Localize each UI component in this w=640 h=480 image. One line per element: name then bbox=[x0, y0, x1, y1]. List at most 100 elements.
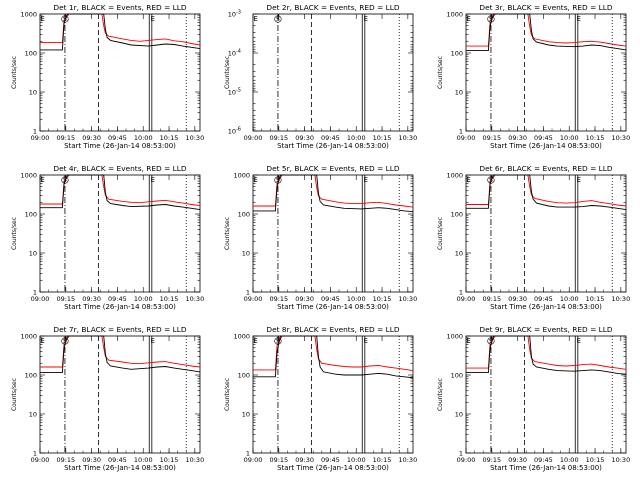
annotation-label: S bbox=[276, 177, 280, 184]
y-tick-label: 10 bbox=[29, 411, 37, 419]
panel-det-8: Det 8r, BLACK = Events, RED = LLD 1 10 100 1… bbox=[224, 325, 417, 472]
y-axis-label: Counts/sec bbox=[11, 56, 18, 89]
y-axis-label: Counts/sec bbox=[437, 217, 444, 250]
x-tick-label: 09:45 bbox=[534, 295, 553, 303]
annotation-label: E bbox=[40, 337, 44, 345]
annotation-label: E bbox=[253, 176, 257, 184]
x-tick-label: 09:00 bbox=[244, 134, 263, 142]
x-tick-label: 10:30 bbox=[398, 134, 417, 142]
annotation-label: E bbox=[253, 337, 257, 345]
events-series-line bbox=[40, 335, 201, 374]
y-tick-label: 100 bbox=[25, 50, 37, 58]
x-tick-label: 09:15 bbox=[269, 456, 288, 464]
x-tick-label: 10:15 bbox=[586, 295, 605, 303]
y-tick-label: 10-6 bbox=[228, 127, 241, 136]
annotation-label: E bbox=[363, 337, 367, 345]
x-tick-label: 09:00 bbox=[244, 295, 263, 303]
panel-det-3: Det 3r, BLACK = Events, RED = LLD 1 10 100 1… bbox=[437, 3, 630, 150]
x-tick-label: 09:15 bbox=[56, 295, 75, 303]
annotation-label: S bbox=[489, 338, 493, 345]
x-tick-label: 09:45 bbox=[534, 456, 553, 464]
x-tick-label: 09:00 bbox=[457, 295, 476, 303]
annotation-label: E bbox=[253, 15, 257, 23]
annotation-circle bbox=[61, 176, 69, 184]
panel-title: Det 2r, BLACK = Events, RED = LLD bbox=[266, 3, 399, 12]
x-tick-label: 10:15 bbox=[586, 456, 605, 464]
annotation-label: S bbox=[63, 177, 67, 184]
panel-det-9: Det 9r, BLACK = Events, RED = LLD 1 10 100 1… bbox=[437, 325, 630, 472]
x-tick-label: 10:00 bbox=[347, 134, 366, 142]
plot-frame bbox=[465, 174, 627, 293]
annotation-circle bbox=[487, 337, 495, 345]
x-tick-label: 09:15 bbox=[482, 295, 501, 303]
annotation-circle bbox=[487, 176, 495, 184]
lld-series-line bbox=[466, 174, 627, 207]
events-series-line bbox=[466, 13, 627, 52]
lld-series-line bbox=[40, 335, 201, 368]
lld-series-line bbox=[466, 13, 627, 47]
lld-series-line bbox=[40, 174, 201, 206]
x-tick-label: 10:00 bbox=[560, 134, 579, 142]
y-tick-label: 100 bbox=[25, 372, 37, 380]
x-tick-label: 09:45 bbox=[108, 456, 127, 464]
y-tick-label: 10 bbox=[29, 89, 37, 97]
x-tick-label: 10:15 bbox=[160, 295, 179, 303]
x-axis-label: Start Time (26-Jan-14 08:53:00) bbox=[277, 464, 389, 472]
y-tick-label: 10 bbox=[455, 250, 463, 258]
x-tick-label: 10:30 bbox=[185, 456, 204, 464]
panel-det-6: Det 6r, BLACK = Events, RED = LLD 1 10 100 1… bbox=[437, 164, 630, 311]
annotation-circle bbox=[487, 15, 495, 23]
x-axis-label: Start Time (26-Jan-14 08:53:00) bbox=[490, 303, 602, 311]
annotation-label: S bbox=[63, 16, 67, 23]
y-axis-label: Counts/sec bbox=[437, 56, 444, 89]
x-tick-label: 09:30 bbox=[82, 456, 101, 464]
y-tick-label: 1 bbox=[459, 289, 463, 297]
annotation-circle bbox=[61, 15, 69, 23]
x-tick-label: 09:00 bbox=[457, 134, 476, 142]
y-tick-label: 10 bbox=[242, 411, 250, 419]
panel-det-2: Det 2r, BLACK = Events, RED = LLD 10-6 10-… bbox=[224, 3, 417, 150]
y-tick-label: 100 bbox=[451, 211, 463, 219]
x-tick-label: 09:30 bbox=[295, 134, 314, 142]
panel-title: Det 3r, BLACK = Events, RED = LLD bbox=[479, 3, 612, 12]
y-tick-label: 10-3 bbox=[228, 10, 241, 19]
y-tick-label: 10 bbox=[455, 411, 463, 419]
y-tick-label: 1000 bbox=[20, 11, 37, 19]
plot-frame bbox=[39, 335, 201, 454]
annotation-label: E bbox=[466, 15, 470, 23]
plot-frame bbox=[465, 13, 627, 132]
y-tick-label: 1 bbox=[33, 289, 37, 297]
x-tick-label: 09:15 bbox=[56, 456, 75, 464]
x-tick-label: 10:00 bbox=[560, 456, 579, 464]
plot-frame bbox=[465, 335, 627, 454]
y-tick-label: 10 bbox=[242, 250, 250, 258]
y-axis-label: Counts/sec bbox=[11, 378, 18, 411]
y-tick-label: 10 bbox=[29, 250, 37, 258]
y-tick-label: 100 bbox=[25, 211, 37, 219]
x-tick-label: 09:00 bbox=[457, 456, 476, 464]
annotation-label: E bbox=[363, 15, 367, 23]
plot-frame bbox=[39, 174, 201, 293]
panel-title: Det 9r, BLACK = Events, RED = LLD bbox=[479, 325, 612, 334]
y-tick-label: 1000 bbox=[446, 172, 463, 180]
annotation-label: E bbox=[466, 337, 470, 345]
y-tick-label: 1000 bbox=[20, 172, 37, 180]
events-series-line bbox=[466, 174, 627, 211]
y-tick-label: 1 bbox=[459, 128, 463, 136]
x-tick-label: 10:15 bbox=[160, 456, 179, 464]
x-tick-label: 09:30 bbox=[508, 295, 527, 303]
y-axis-label: Counts/sec bbox=[224, 378, 231, 411]
x-tick-label: 10:30 bbox=[611, 456, 630, 464]
y-axis-label: Counts/sec bbox=[224, 56, 231, 89]
panel-title: Det 7r, BLACK = Events, RED = LLD bbox=[53, 325, 186, 334]
x-tick-label: 09:45 bbox=[108, 134, 127, 142]
events-series-line bbox=[253, 335, 414, 379]
plot-frame bbox=[39, 13, 201, 132]
annotation-label: S bbox=[63, 338, 67, 345]
y-tick-label: 100 bbox=[451, 372, 463, 380]
x-tick-label: 09:00 bbox=[244, 456, 263, 464]
lld-series-line bbox=[253, 174, 414, 208]
y-tick-label: 1000 bbox=[233, 172, 250, 180]
x-axis-label: Start Time (26-Jan-14 08:53:00) bbox=[490, 142, 602, 150]
y-axis-label: Counts/sec bbox=[224, 217, 231, 250]
